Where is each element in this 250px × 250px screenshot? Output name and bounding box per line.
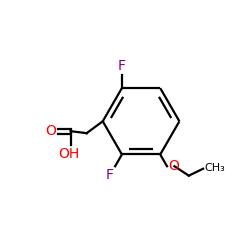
Text: CH₃: CH₃ (204, 163, 225, 173)
Text: OH: OH (59, 147, 80, 161)
Text: O: O (46, 124, 56, 138)
Text: F: F (106, 168, 114, 182)
Text: O: O (168, 159, 179, 173)
Text: F: F (118, 58, 126, 72)
